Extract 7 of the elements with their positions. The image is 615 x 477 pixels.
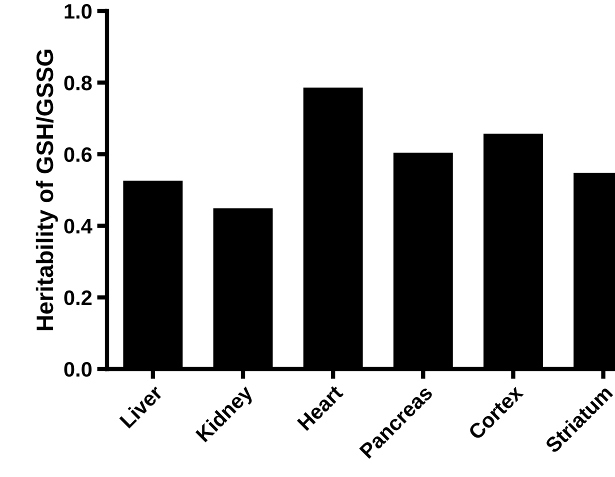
y-tick-label: 0.8	[64, 76, 92, 90]
y-tick-label: 0.0	[64, 362, 92, 377]
y-axis-title: Heritability of GSH/GSSG	[36, 50, 58, 330]
y-tick-label: 0.2	[64, 290, 92, 306]
y-tick-label: 1.0	[64, 4, 92, 19]
y-tick-label: 0.4	[64, 218, 92, 234]
y-tick-label: 0.6	[64, 147, 92, 162]
